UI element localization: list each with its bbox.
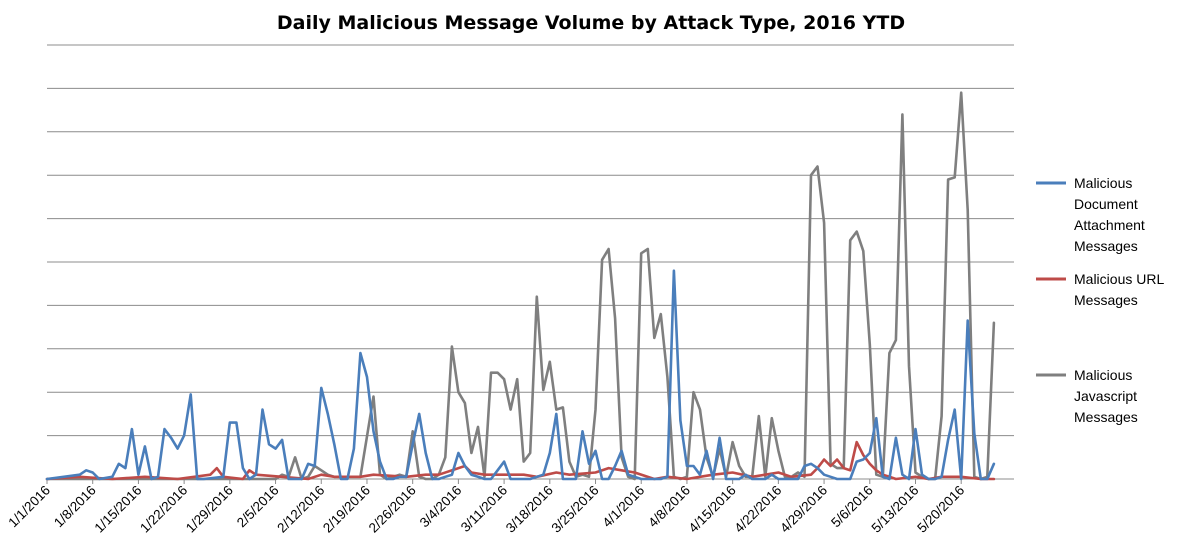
- x-axis: 1/1/20161/8/20161/15/20161/22/20161/29/2…: [5, 478, 1014, 536]
- x-tick-label: 3/18/2016: [503, 483, 556, 536]
- x-tick-label: 2/5/2016: [234, 483, 282, 531]
- series-lines: [45, 91, 996, 481]
- legend: Malicious Document Attachment Messages Malic…: [1036, 175, 1164, 425]
- x-tick-label: 1/22/2016: [137, 483, 190, 536]
- x-tick-label: 4/1/2016: [600, 483, 648, 531]
- chart-title: Daily Malicious Message Volume by Attack…: [277, 12, 905, 34]
- x-tick-label: 1/1/2016: [5, 483, 53, 531]
- x-tick-label: 5/6/2016: [828, 483, 876, 531]
- x-tick-label: 1/8/2016: [51, 483, 99, 531]
- x-tick-label: 3/11/2016: [458, 483, 510, 535]
- series-line-0: [45, 269, 996, 481]
- legend-label: Malicious Javascript Messages: [1074, 367, 1138, 425]
- gridlines: [47, 44, 1014, 437]
- x-tick-label: 4/15/2016: [686, 483, 739, 536]
- x-tick-label: 4/29/2016: [777, 483, 830, 536]
- x-tick-label: 4/8/2016: [645, 483, 693, 531]
- x-tick-label: 1/15/2016: [91, 483, 144, 536]
- x-tick-label: 1/29/2016: [183, 483, 236, 536]
- series-line-2: [45, 91, 996, 481]
- legend-label: Malicious URL Messages: [1074, 271, 1164, 308]
- x-tick-label: 2/12/2016: [274, 483, 327, 536]
- x-tick-label: 3/4/2016: [417, 483, 465, 531]
- x-tick-label: 2/19/2016: [320, 483, 373, 536]
- x-tick-label: 4/22/2016: [731, 483, 784, 536]
- x-tick-label: 5/20/2016: [914, 483, 967, 536]
- x-tick-label: 2/26/2016: [366, 483, 419, 536]
- legend-label: Malicious Document Attachment Messages: [1074, 175, 1145, 254]
- x-tick-label: 3/25/2016: [549, 483, 602, 536]
- x-tick-label: 5/13/2016: [869, 483, 922, 536]
